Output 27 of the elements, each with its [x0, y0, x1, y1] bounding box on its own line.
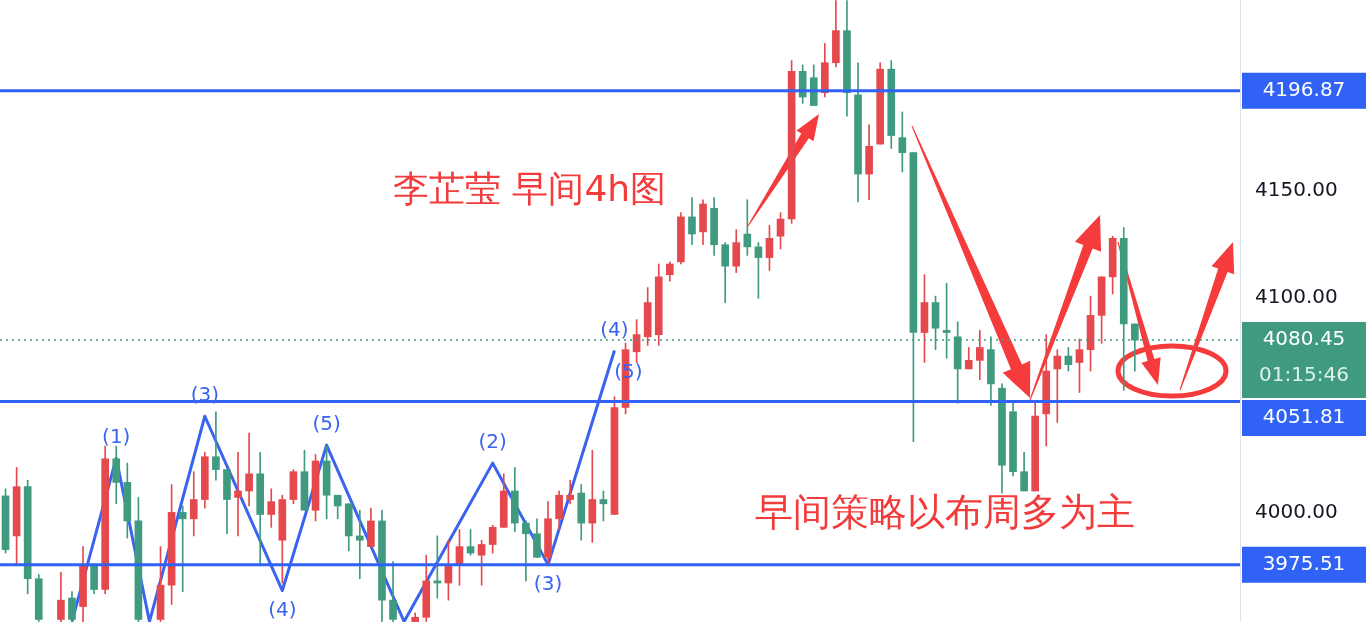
annotation: (3) [190, 382, 219, 407]
candlestick [566, 479, 575, 505]
annotation: 李芷莹 早间4h图 [393, 168, 667, 210]
candlestick [355, 509, 364, 580]
annotation: (3) [533, 570, 563, 595]
annotation: (1) [102, 424, 131, 449]
candlestick [1053, 349, 1062, 423]
annotation: (5) [312, 411, 341, 436]
annotation: (2) [478, 429, 507, 454]
annotation: (4) [600, 316, 629, 341]
ref-line-label: 3975.51 [1262, 551, 1346, 576]
text: 01:15:46 [1259, 362, 1349, 387]
ref-line-label: 4080.45 [1262, 326, 1346, 351]
candlestick [522, 520, 530, 582]
annotation: 早间策略以布周多为主 [755, 489, 1135, 534]
y-tick-label: 4150.00 [1255, 177, 1338, 202]
candlestick [178, 505, 187, 592]
candlestick [245, 432, 253, 507]
y-tick-label: 4100.00 [1255, 284, 1338, 309]
ref-line-label: 4196.87 [1262, 77, 1346, 102]
annotation: (4) [268, 596, 297, 621]
y-tick-label: 4000.00 [1255, 498, 1338, 523]
candlestick [234, 452, 242, 537]
candlestick [588, 449, 597, 543]
candlestick [743, 199, 752, 256]
candlestick [212, 411, 220, 481]
ref-line-label: 4051.81 [1262, 404, 1346, 429]
